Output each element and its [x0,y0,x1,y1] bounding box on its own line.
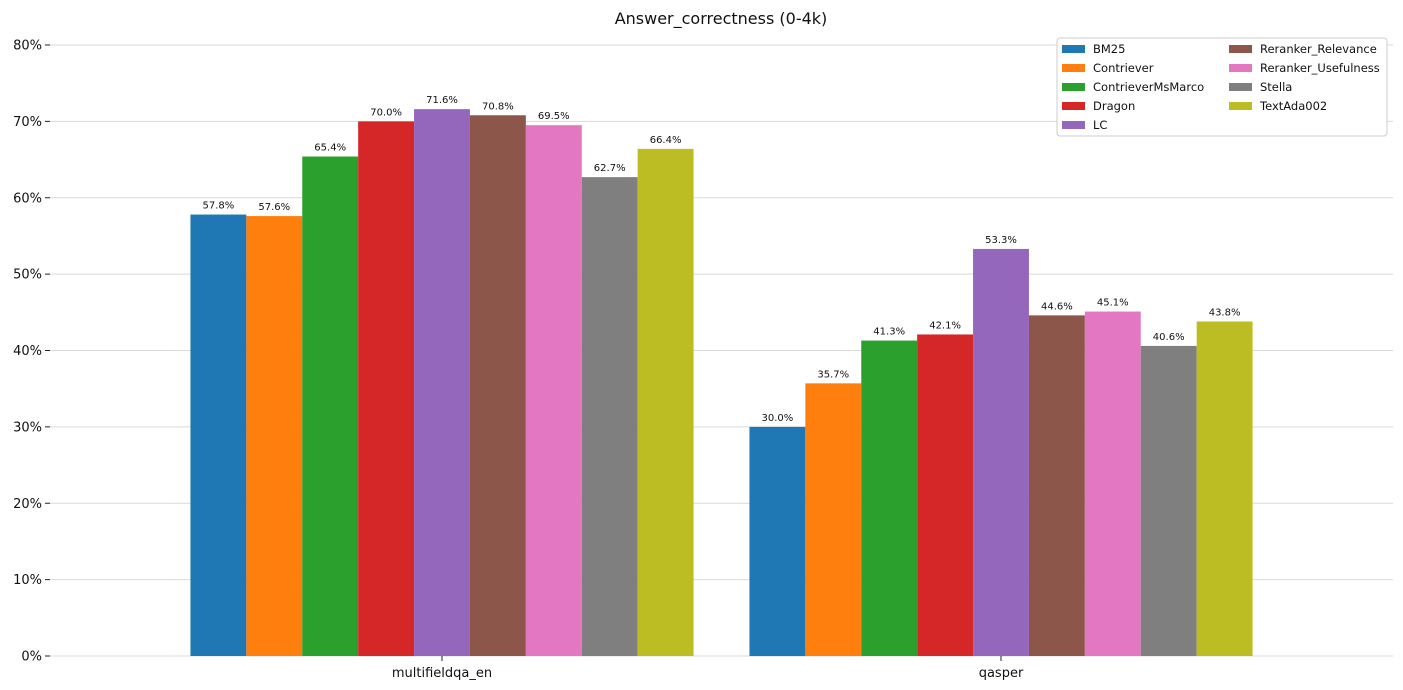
legend: BM25 Contriever ContrieverMsMarco Dragon LC R… [1056,37,1388,137]
y-tick-label-7: 70% [13,115,42,130]
legend-swatch-reranker-relevance [1229,45,1252,53]
y-tick-label-0: 0% [21,650,42,665]
chart-title: Answer_correctness (0-4k) [615,9,828,29]
legend-frame [1056,37,1388,137]
bar-contrievermsmarco-multifieldqa-en [302,156,359,656]
bar-reranker-relevance-multifieldqa-en [469,115,526,656]
bar-bm25-multifieldqa-en [190,214,247,657]
legend-label-contriever: Contriever [1093,61,1154,75]
bar-contriever-qasper [805,383,862,656]
bar-contriever-multifieldqa-en [246,216,303,656]
legend-swatch-reranker-usefulness [1229,64,1252,72]
bar-label-reranker-usefulness-multifieldqa-en: 69.5% [538,111,570,122]
bars [190,109,1253,657]
y-tick-label-1: 10% [13,573,42,588]
legend-label-textada002: TextAda002 [1259,99,1327,113]
legend-swatch-textada002 [1229,102,1252,110]
legend-label-dragon: Dragon [1093,99,1135,113]
bar-label-reranker-usefulness-qasper: 45.1% [1097,298,1129,309]
legend-swatch-bm25 [1062,45,1085,53]
bar-label-contrievermsmarco-multifieldqa-en: 65.4% [314,143,346,154]
y-tick-label-5: 50% [13,268,42,283]
y-tick-label-2: 20% [13,497,42,512]
bar-reranker-relevance-qasper [1028,315,1085,656]
bar-stella-multifieldqa-en [581,177,638,656]
y-tick-label-4: 40% [13,344,42,359]
bar-contrievermsmarco-qasper [861,340,918,656]
bar-label-reranker-relevance-qasper: 44.6% [1041,301,1073,312]
bar-label-bm25-qasper: 30.0% [762,413,794,424]
legend-swatch-stella [1229,83,1252,91]
legend-swatch-contrievermsmarco [1062,83,1085,91]
bar-dragon-multifieldqa-en [358,121,415,657]
bar-label-contriever-multifieldqa-en: 57.6% [258,202,290,213]
bar-label-textada002-qasper: 43.8% [1209,307,1241,318]
bar-textada002-qasper [1196,321,1253,656]
legend-label-reranker-usefulness: Reranker_Usefulness [1260,61,1380,75]
bar-label-stella-multifieldqa-en: 62.7% [594,163,626,174]
bar-dragon-qasper [917,334,974,656]
y-tick-label-6: 60% [13,191,42,206]
bar-label-lc-qasper: 53.3% [985,235,1017,246]
legend-label-contrievermsmarco: ContrieverMsMarco [1093,80,1204,94]
bar-label-contrievermsmarco-qasper: 41.3% [873,327,905,338]
axes: 0% 10% 20% 30% 40% 50% 60% 70% 80% multifieldqa_e… [13,39,1024,682]
x-tick-label-qasper: qasper [979,666,1024,681]
bar-lc-qasper [973,248,1029,657]
legend-label-stella: Stella [1260,80,1292,94]
bar-label-bm25-multifieldqa-en: 57.8% [203,201,235,212]
y-tick-label-8: 80% [13,39,42,54]
legend-label-bm25: BM25 [1093,42,1125,56]
bar-reranker-usefulness-qasper [1084,311,1141,656]
bar-label-reranker-relevance-multifieldqa-en: 70.8% [482,101,514,112]
bar-label-lc-multifieldqa-en: 71.6% [426,95,458,106]
legend-swatch-contriever [1062,64,1085,72]
legend-label-reranker-relevance: Reranker_Relevance [1260,42,1377,56]
bar-label-dragon-multifieldqa-en: 70.0% [370,107,402,118]
bar-label-textada002-multifieldqa-en: 66.4% [650,135,682,146]
x-tick-label-multifieldqa-en: multifieldqa_en [392,666,492,681]
bar-stella-qasper [1140,345,1197,656]
bar-label-dragon-qasper: 42.1% [929,320,961,331]
y-tick-label-3: 30% [13,420,42,435]
bar-lc-multifieldqa-en [414,109,470,656]
bar-textada002-multifieldqa-en [637,148,694,656]
bar-value-labels: 57.8% 30.0% 57.6% 35.7% 65.4% 41.3% 70.0% 42.1%… [203,95,1241,424]
legend-label-lc: LC [1093,118,1107,132]
legend-swatch-dragon [1062,102,1085,110]
bar-label-stella-qasper: 40.6% [1153,332,1185,343]
bar-bm25-qasper [749,426,806,657]
bar-reranker-usefulness-multifieldqa-en [525,125,582,656]
bar-label-contriever-qasper: 35.7% [817,369,849,380]
legend-swatch-lc [1062,121,1085,129]
